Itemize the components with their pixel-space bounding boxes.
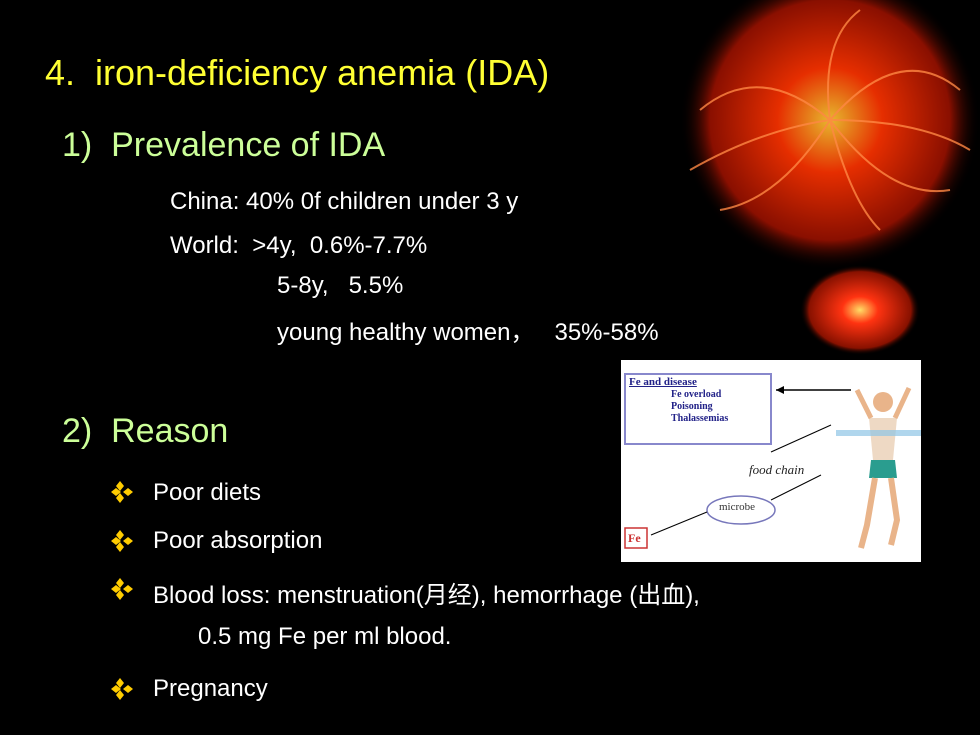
firework [680,0,980,270]
text-line: China: 40% 0f children under 3 y [170,188,519,215]
orb [800,265,920,355]
bullet-text: Poor absorption [153,527,323,554]
figure-label: food chain [749,462,805,477]
bullet-icon [111,530,133,552]
figure-drawing [624,373,921,549]
figure-label: Poisoning [671,401,713,412]
figure-label: Fe [628,531,641,545]
text-line: young healthy women， 35%-58% [277,319,659,346]
bullet-text: Poor diets [153,479,262,506]
figure-label: microbe [719,501,756,513]
title: 4. iron-deficiency anemia (IDA) [45,52,550,93]
firework-rays [689,9,971,231]
figure: Fe and disease Fe overload Poisoning Tha… [621,360,921,562]
heading: 1) Prevalence of IDA [62,126,386,164]
figure-label: Fe and disease [629,376,697,388]
heading: 2) Reason [62,412,229,450]
figure-label: Fe overload [671,389,722,400]
bullet-text: Pregnancy [153,675,268,702]
figure-label: Thalassemias [671,413,729,424]
text-line: World: >4y, 0.6%-7.7% [170,232,428,259]
bullet-icon [111,678,133,700]
bullet-icon [111,481,133,503]
bullet-continuation: 0.5 mg Fe per ml blood. [198,623,452,650]
bullet-icon [111,578,133,600]
text-line: 5-8y, 5.5% [277,272,404,299]
bullet-text: Blood loss: menstruation(月经), hemorrhage… [153,582,700,609]
